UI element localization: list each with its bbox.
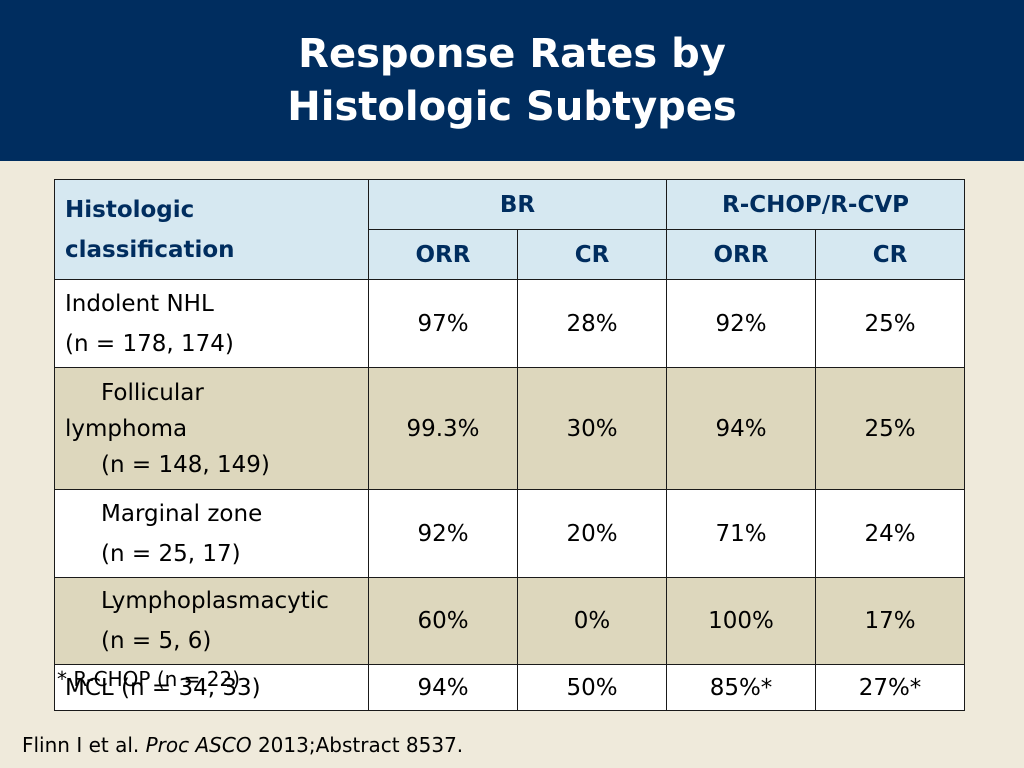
table-cell: 17% (815, 577, 965, 665)
rchop-cr-header: CR (815, 229, 965, 280)
table-cell: 0% (517, 577, 667, 665)
histologic-classification-header: Histologic classification (54, 179, 369, 280)
title-banner: Response Rates by Histologic Subtypes (0, 0, 1024, 161)
citation-authors: Flinn I et al. (22, 733, 140, 757)
table-cell: 50% (517, 664, 667, 711)
row-label-mcl: MCL (n = 34, 33) (54, 664, 369, 711)
row-label-line: Follicular (101, 379, 204, 406)
br-cr-header: CR (517, 229, 667, 280)
table-row: Marginal zone (n = 25, 17) 92% 20% 71% 2… (54, 489, 965, 578)
table-cell: 100% (666, 577, 816, 665)
citation-reference: 2013;Abstract 8537. (257, 733, 464, 757)
row-label-line: Marginal zone (101, 500, 263, 527)
page-title-line-1: Response Rates by (298, 30, 726, 77)
table-row: Follicular lymphoma (n = 148, 149) 99.3%… (54, 367, 965, 490)
table-cell: 20% (517, 489, 667, 578)
table-cell: 92% (368, 489, 518, 578)
table-header-row: Histologic classification BR R-CHOP/R-CV… (54, 179, 965, 280)
footnote: * R-CHOP (n = 22) (57, 667, 241, 691)
table-cell: 94% (666, 367, 816, 490)
rchop-orr-header: ORR (666, 229, 816, 280)
table-cell: 99.3% (368, 367, 518, 490)
rchop-group-header: R-CHOP/R-CVP (666, 179, 965, 230)
row-label-line: (n = 25, 17) (101, 540, 241, 567)
row-label-line: (n = 5, 6) (101, 628, 212, 654)
table-cell: 24% (815, 489, 965, 578)
table-row: MCL (n = 34, 33) 94% 50% 85%* 27%* (54, 664, 965, 711)
table-cell: 85%* (666, 664, 816, 711)
table-cell: 25% (815, 279, 965, 368)
table-cell: 30% (517, 367, 667, 490)
br-group-header: BR (368, 179, 667, 230)
table-cell: 27%* (815, 664, 965, 711)
table-cell: 97% (368, 279, 518, 368)
table-cell: 60% (368, 577, 518, 665)
citation-journal: Proc ASCO (145, 733, 252, 757)
citation: Flinn I et al. Proc ASCO 2013;Abstract 8… (22, 732, 463, 758)
row-label-line: Indolent NHL (65, 290, 214, 317)
br-orr-header: ORR (368, 229, 518, 280)
row-label-line: lymphoma (65, 415, 188, 442)
table-cell: 28% (517, 279, 667, 368)
response-rates-table: Histologic classification BR R-CHOP/R-CV… (54, 179, 965, 711)
row-label-marginal-zone: Marginal zone (n = 25, 17) (54, 489, 369, 578)
table-row: Indolent NHL (n = 178, 174) 97% 28% 92% … (54, 279, 965, 368)
table-cell: 92% (666, 279, 816, 368)
row-label-line: Lymphoplasmacytic (101, 588, 329, 614)
table-cell: 25% (815, 367, 965, 490)
table-cell: 71% (666, 489, 816, 578)
page-title-line-2: Histologic Subtypes (287, 83, 737, 130)
header-label-line-1: Histologic (65, 196, 195, 223)
row-label-line: (n = 178, 174) (65, 330, 234, 357)
table-row: Lymphoplasmacytic (n = 5, 6) 60% 0% 100%… (54, 577, 965, 665)
row-label-line: (n = 148, 149) (101, 451, 270, 478)
table-subheader-row: ORR CR ORR CR (55, 229, 965, 280)
row-label-follicular-lymphoma: Follicular lymphoma (n = 148, 149) (54, 367, 369, 490)
row-label-indolent-nhl: Indolent NHL (n = 178, 174) (54, 279, 369, 368)
table-cell: 94% (368, 664, 518, 711)
header-label-line-2: classification (65, 236, 235, 263)
row-label-lymphoplasmacytic: Lymphoplasmacytic (n = 5, 6) (54, 577, 369, 665)
